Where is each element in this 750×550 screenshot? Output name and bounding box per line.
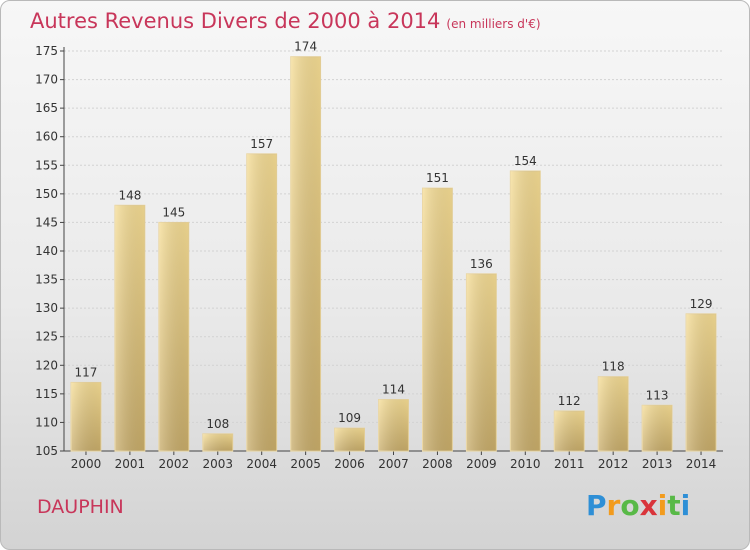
- y-tick-label: 130: [35, 301, 58, 315]
- x-tick-label-2004: 2004: [246, 457, 277, 471]
- data-label-2012: 118: [602, 360, 625, 374]
- bar-shade-2010: [510, 171, 541, 451]
- y-tick-label: 175: [35, 44, 58, 58]
- data-label-2009: 136: [470, 257, 493, 271]
- x-tick-label-2002: 2002: [159, 457, 190, 471]
- bar-shade-2007: [378, 399, 409, 451]
- logo-letter: r: [606, 489, 621, 522]
- logo-letter: t: [667, 489, 681, 522]
- bar-shade-2003: [202, 433, 233, 451]
- x-tick-label-2000: 2000: [71, 457, 102, 471]
- y-tick-label: 145: [35, 215, 58, 229]
- logo-letter: P: [586, 489, 607, 522]
- y-tick-label: 165: [35, 101, 58, 115]
- data-label-2005: 174: [294, 40, 317, 54]
- bar-shade-2014: [686, 313, 716, 451]
- y-tick-label: 155: [35, 158, 58, 172]
- x-tick-label-2014: 2014: [686, 457, 717, 471]
- y-tick-label: 110: [35, 415, 58, 429]
- data-label-2004: 157: [250, 137, 273, 151]
- bar-shade-2013: [642, 405, 673, 451]
- bar-shade-2012: [598, 376, 629, 451]
- x-tick-label-2008: 2008: [422, 457, 453, 471]
- x-tick-label-2005: 2005: [290, 457, 321, 471]
- data-label-2008: 151: [426, 171, 449, 185]
- data-label-2002: 145: [162, 205, 185, 219]
- x-tick-label-2012: 2012: [598, 457, 629, 471]
- data-label-2007: 114: [382, 383, 405, 397]
- title-unit: (en milliers d'€): [446, 17, 541, 31]
- proxiti-logo: Proxiti: [586, 489, 690, 522]
- x-tick-label-2011: 2011: [554, 457, 585, 471]
- bar-shade-2000: [71, 382, 101, 451]
- logo-letter: i: [657, 489, 668, 522]
- data-label-2011: 112: [558, 394, 581, 408]
- data-label-2010: 154: [514, 154, 537, 168]
- data-label-2000: 117: [75, 365, 98, 379]
- x-tick-label-2006: 2006: [334, 457, 365, 471]
- y-tick-label: 125: [35, 330, 58, 344]
- bar-shade-2009: [466, 273, 497, 451]
- bars: [70, 56, 717, 452]
- commune-name: DAUPHIN: [37, 496, 124, 518]
- y-tick-label: 150: [35, 187, 58, 201]
- data-label-2003: 108: [206, 417, 229, 431]
- y-tick-label: 105: [35, 444, 58, 458]
- logo-letter: i: [680, 489, 691, 522]
- data-label-2013: 113: [646, 388, 669, 402]
- logo-letter: x: [639, 489, 658, 522]
- bar-shade-2011: [554, 411, 585, 451]
- y-tick-label: 115: [35, 387, 58, 401]
- y-tick-label: 160: [35, 130, 58, 144]
- bar-shade-2001: [114, 205, 145, 451]
- chart-title: Autres Revenus Divers de 2000 à 2014 (en …: [30, 9, 541, 33]
- labels: 105 110 115 120 125 130 135 140 145 150 155 160 165 1…: [35, 40, 716, 471]
- bar-shade-2002: [158, 222, 189, 451]
- bar-shade-2008: [422, 188, 453, 451]
- y-tick-label: 120: [35, 358, 58, 372]
- logo-letter: o: [620, 489, 640, 522]
- bar-shade-2004: [246, 153, 277, 451]
- bar-shade-2005: [290, 56, 321, 451]
- x-tick-label-2013: 2013: [642, 457, 673, 471]
- x-tick-label-2009: 2009: [466, 457, 497, 471]
- data-label-2014: 129: [690, 297, 713, 311]
- data-label-2001: 148: [118, 188, 141, 202]
- y-tick-label: 140: [35, 244, 58, 258]
- y-tick-label: 170: [35, 73, 58, 87]
- bar-shade-2006: [334, 428, 365, 451]
- x-tick-label-2010: 2010: [510, 457, 541, 471]
- x-tick-label-2007: 2007: [378, 457, 409, 471]
- title-main: Autres Revenus Divers de 2000 à 2014: [30, 9, 441, 33]
- x-tick-label-2003: 2003: [202, 457, 233, 471]
- y-tick-label: 135: [35, 273, 58, 287]
- data-label-2006: 109: [338, 411, 361, 425]
- x-tick-label-2001: 2001: [115, 457, 146, 471]
